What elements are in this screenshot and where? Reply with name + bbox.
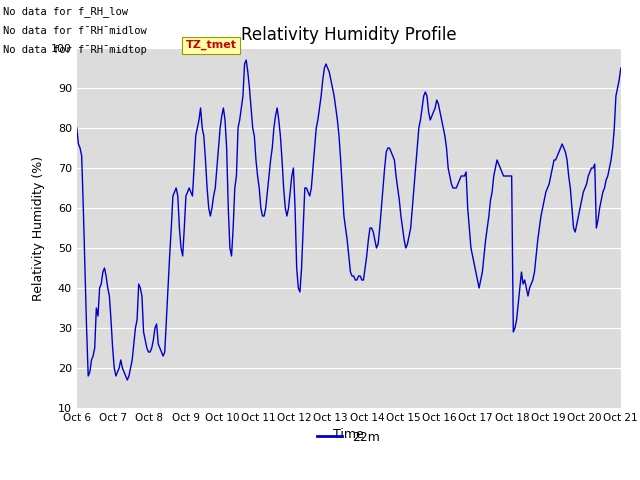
Text: No data for f_RH_low: No data for f_RH_low [3, 6, 128, 17]
Text: No data for f¯RH¯midtop: No data for f¯RH¯midtop [3, 45, 147, 55]
Text: TZ_tmet: TZ_tmet [186, 40, 237, 50]
X-axis label: Time: Time [333, 429, 364, 442]
Y-axis label: Relativity Humidity (%): Relativity Humidity (%) [33, 156, 45, 300]
Legend: 22m: 22m [312, 426, 385, 448]
Text: No data for f¯RH¯midlow: No data for f¯RH¯midlow [3, 25, 147, 36]
Title: Relativity Humidity Profile: Relativity Humidity Profile [241, 25, 456, 44]
